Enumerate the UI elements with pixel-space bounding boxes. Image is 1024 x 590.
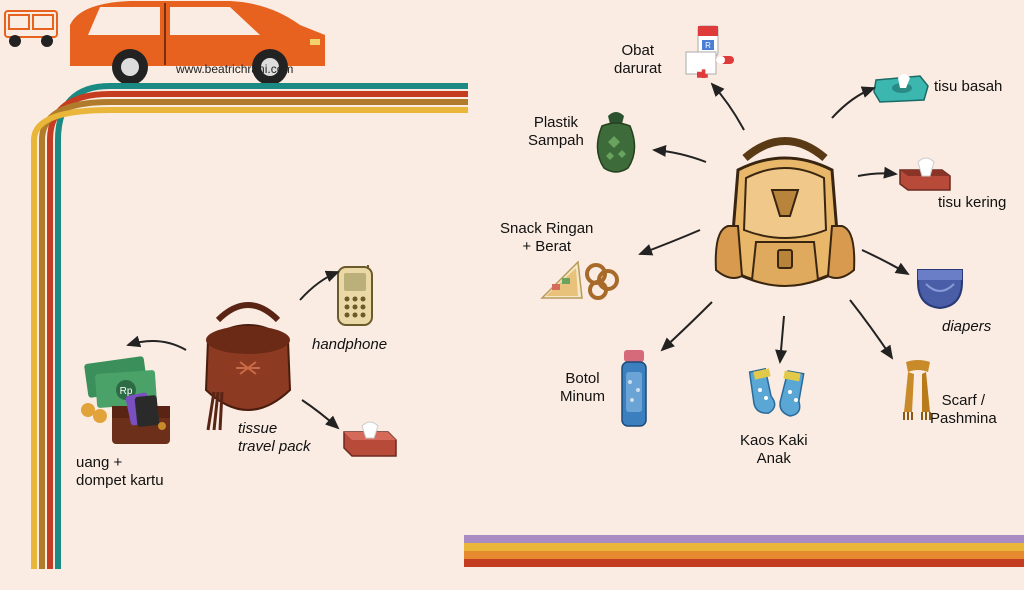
arrows-right [0, 0, 1024, 569]
